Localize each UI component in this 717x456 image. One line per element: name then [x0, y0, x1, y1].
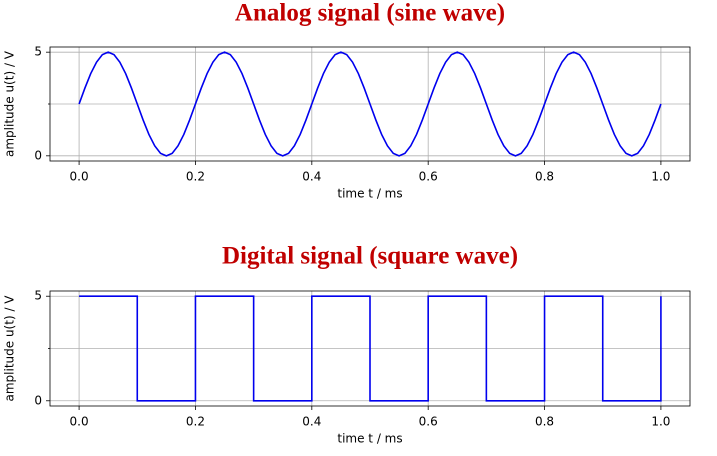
- x-tick-label: 0.8: [535, 415, 554, 429]
- x-tick-label: 0.2: [186, 170, 205, 184]
- y-axis-label: amplitude u(t) / V: [3, 295, 17, 402]
- y-axis-label: amplitude u(t) / V: [3, 50, 17, 157]
- signal-line: [78, 51, 662, 157]
- chart-title: Analog signal (sine wave): [235, 0, 505, 27]
- x-tick-label: 1.0: [651, 170, 670, 184]
- x-tick-label: 0.4: [302, 415, 321, 429]
- signal-line: [79, 295, 662, 402]
- x-tick-label: 0.0: [70, 170, 89, 184]
- x-tick-label: 0.8: [535, 170, 554, 184]
- x-tick-label: 0.2: [186, 415, 205, 429]
- x-tick-label: 0.6: [419, 415, 438, 429]
- x-tick-label: 1.0: [651, 415, 670, 429]
- x-tick-label: 0.6: [419, 170, 438, 184]
- y-tick-label: 0: [34, 393, 42, 407]
- y-tick-label: 0: [34, 148, 42, 162]
- x-axis-label: time t / ms: [337, 187, 402, 201]
- x-axis-label: time t / ms: [337, 432, 402, 446]
- chart-title: Digital signal (square wave): [222, 243, 518, 270]
- x-tick-label: 0.0: [70, 415, 89, 429]
- y-tick-label: 5: [34, 289, 42, 303]
- plot-frame: [49, 290, 691, 407]
- x-tick-label: 0.4: [302, 170, 321, 184]
- y-tick-label: 5: [34, 45, 42, 59]
- plot-frame: [49, 46, 691, 162]
